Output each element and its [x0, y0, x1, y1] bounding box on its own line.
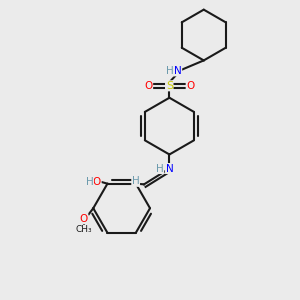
Text: N: N — [166, 164, 173, 173]
Text: O: O — [186, 81, 194, 91]
Text: H: H — [132, 176, 140, 186]
Text: O: O — [93, 177, 101, 187]
Text: H: H — [86, 177, 93, 187]
Text: H: H — [156, 164, 164, 173]
Text: N: N — [174, 66, 182, 76]
Text: O: O — [80, 214, 88, 224]
Text: CH₃: CH₃ — [75, 225, 92, 234]
Text: S: S — [166, 81, 173, 91]
Text: O: O — [144, 81, 153, 91]
Text: H: H — [166, 66, 173, 76]
